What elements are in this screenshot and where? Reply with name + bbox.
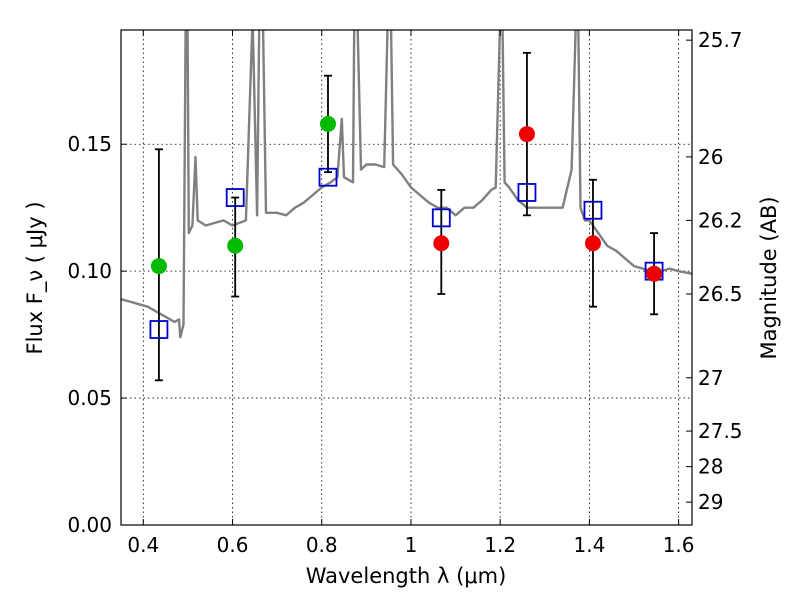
- x-tick-label: 1: [405, 533, 418, 557]
- y-tick-label: 0.05: [67, 386, 112, 410]
- red-data-point: [646, 265, 663, 282]
- model-photometry-box: [318, 167, 338, 187]
- x-tick-label: 0.4: [127, 533, 159, 557]
- axes: 0.4 0.6 0.8 1 1.2 1.4 1.6 0.00 0.05 0.10 0.15 25.7 2…: [67, 28, 742, 557]
- y2-tick-label: 28: [698, 455, 723, 479]
- x-tick-label: 1.2: [484, 533, 516, 557]
- x-tick-label: 1.4: [573, 533, 605, 557]
- green-data-point: [150, 258, 167, 275]
- y2-tick-label: 26.5: [698, 282, 743, 306]
- red-data-point: [584, 235, 601, 252]
- x-tick-label: 0.8: [306, 533, 338, 557]
- y-tick-label: 0.00: [67, 513, 112, 537]
- y2-axis-label: Magnitude (AB): [757, 196, 781, 359]
- y2-tick-label: 26: [698, 145, 723, 169]
- red-data-point: [433, 235, 450, 252]
- model-photometry-box: [431, 208, 451, 228]
- model-photometry-box: [583, 200, 603, 220]
- x-tick-label: 1.6: [663, 533, 695, 557]
- model-photometry-box: [149, 320, 169, 339]
- plot-area: [121, 30, 692, 382]
- model-photometry-box: [517, 183, 537, 202]
- plot-frame: [120, 29, 693, 526]
- model-photometry-box: [225, 188, 245, 207]
- green-data-point: [227, 237, 244, 254]
- y-tick-label: 0.10: [67, 259, 112, 283]
- y-tick-label: 0.15: [67, 132, 112, 156]
- y2-tick-label: 29: [698, 490, 723, 514]
- green-data-point: [319, 115, 336, 132]
- y2-tick-label: 27: [698, 366, 723, 390]
- y2-tick-label: 27.5: [698, 419, 743, 443]
- x-axis-label: Wavelength λ (μm): [306, 564, 507, 588]
- y2-tick-label: 26.2: [698, 208, 743, 232]
- grid: [121, 30, 692, 526]
- model-spectrum-line: [121, 30, 692, 339]
- x-tick-label: 0.6: [217, 533, 249, 557]
- red-data-point: [518, 126, 535, 143]
- y-axis-label: Flux F_ν ( μJy ): [23, 201, 48, 354]
- y2-tick-label: 25.7: [698, 28, 743, 52]
